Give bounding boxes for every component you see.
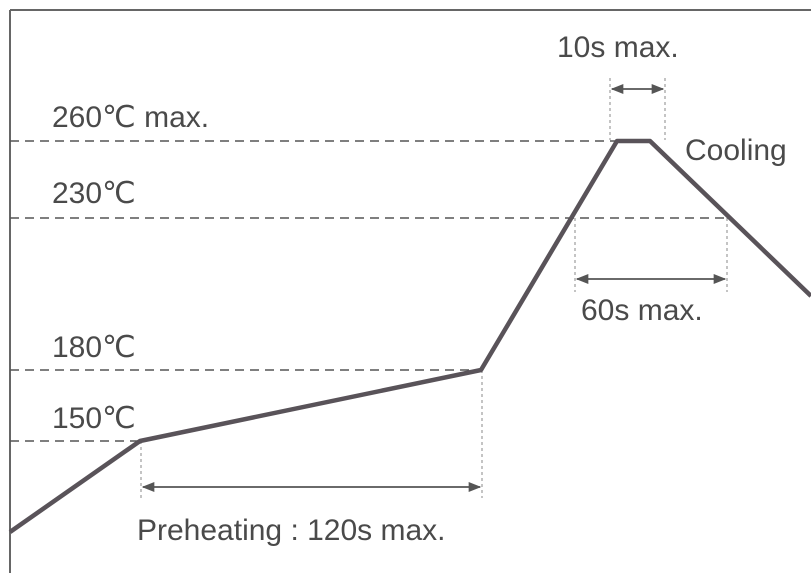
label-reflow-time: 60s max. [581,294,703,327]
label-peak-time: 10s max. [557,31,679,64]
label-150: 150℃ [52,402,136,435]
label-180: 180℃ [52,331,136,364]
label-cooling: Cooling [685,134,787,167]
label-preheating: Preheating : 120s max. [137,514,446,547]
label-260-max: 260℃ max. [52,101,209,134]
temperature-profile-line [8,138,811,534]
label-230: 230℃ [52,177,136,210]
